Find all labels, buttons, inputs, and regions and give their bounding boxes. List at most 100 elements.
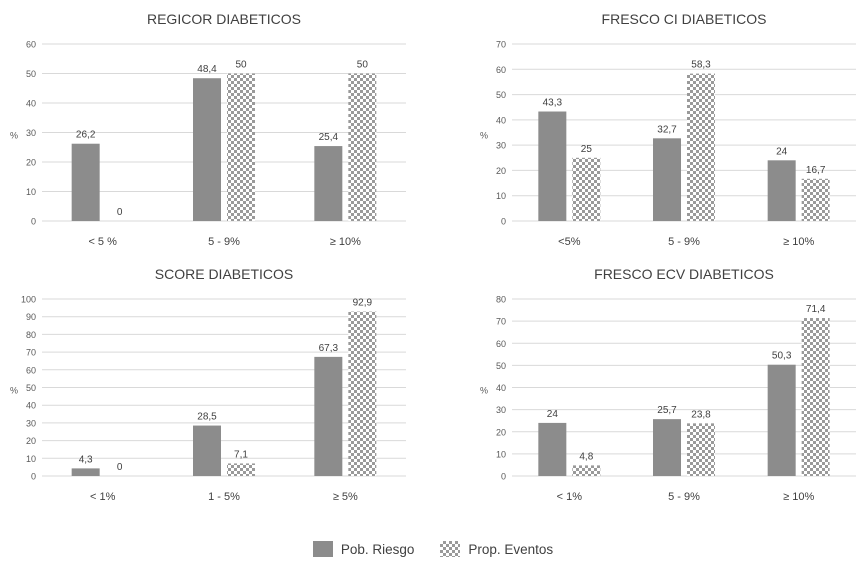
y-tick-label: 0 [501,217,506,227]
y-tick-label: 30 [26,128,36,138]
chart-title: FRESCO ECV DIABETICOS [594,266,774,282]
y-tick-label: 10 [496,449,506,459]
bar-pob-riesgo [538,111,567,221]
y-tick-label: 0 [501,472,506,482]
y-tick-label: 20 [26,158,36,168]
data-label: 58,3 [691,60,711,71]
y-tick-label: 40 [26,401,36,411]
data-label: 28,5 [197,412,217,423]
y-tick-label: 50 [26,383,36,393]
bar-pob-riesgo [314,146,343,221]
y-axis-label: % [10,386,18,396]
y-tick-label: 50 [26,69,36,79]
y-tick-label: 0 [31,217,36,227]
bar-pob-riesgo [71,468,100,476]
data-label: 32,7 [657,124,677,135]
y-axis-label: % [10,131,18,141]
bar-pob-riesgo [767,160,796,221]
bar-prop-eventos [572,157,601,221]
data-label: 24 [547,409,559,420]
data-label: 67,3 [319,343,339,354]
y-tick-label: 10 [26,187,36,197]
y-tick-label: 70 [496,40,506,50]
x-category-label: 5 - 9% [668,491,700,503]
legend-item-pob-riesgo: Pob. Riesgo [312,541,415,557]
data-label: 48,4 [197,64,217,75]
data-label: 50 [235,60,247,71]
x-category-label: ≥ 10% [330,236,361,248]
data-label: 92,9 [353,298,373,309]
y-tick-label: 30 [26,418,36,428]
x-category-label: 5 - 9% [668,236,700,248]
y-tick-label: 50 [496,90,506,100]
bar-pob-riesgo [538,422,567,476]
y-tick-label: 20 [496,166,506,176]
legend-item-prop-eventos: Prop. Eventos [440,541,553,557]
bar-pob-riesgo [653,138,681,221]
bar-pob-riesgo [193,78,221,221]
y-tick-label: 80 [496,295,506,305]
x-category-label: < 5 % [88,236,117,248]
bar-prop-eventos [801,318,830,476]
data-label: 0 [117,207,123,218]
chart-title: REGICOR DIABETICOS [147,11,301,27]
y-tick-label: 20 [26,436,36,446]
bar-pob-riesgo [193,425,221,476]
bar-prop-eventos [687,423,715,476]
legend: Pob. Riesgo Prop. Eventos [0,538,866,560]
chart-canvas: REGICOR DIABETICOS 0 10 20 30 40 50 60% 26,2 0 < 5… [10,11,856,503]
bar-prop-eventos [687,73,715,221]
data-label: 4,3 [79,454,93,465]
x-category-label: <5% [558,236,581,248]
y-tick-label: 40 [496,115,506,125]
bar-prop-eventos [227,463,255,476]
bar-prop-eventos [572,465,601,476]
x-category-label: 1 - 5% [208,491,240,503]
x-category-label: ≥ 5% [333,491,358,503]
y-axis-label: % [480,131,488,141]
bar-pob-riesgo [71,143,100,221]
y-tick-label: 30 [496,141,506,151]
y-tick-label: 40 [26,99,36,109]
data-label: 24 [776,146,788,157]
bar-pob-riesgo [314,356,343,476]
data-label: 71,4 [806,304,826,315]
data-label: 43,3 [543,98,563,109]
y-tick-label: 70 [496,317,506,327]
y-tick-label: 100 [21,295,36,305]
y-axis-label: % [480,386,488,396]
x-category-label: ≥ 10% [783,236,814,248]
y-tick-label: 60 [26,40,36,50]
legend-swatch-solid [312,541,333,557]
y-tick-label: 60 [496,65,506,75]
chart-title: FRESCO CI DIABETICOS [602,11,767,27]
y-tick-label: 60 [26,365,36,375]
legend-label-pob-riesgo: Pob. Riesgo [340,541,415,557]
y-tick-label: 70 [26,348,36,358]
bar-prop-eventos [348,73,377,221]
bar-pob-riesgo [653,419,681,476]
y-tick-label: 60 [496,339,506,349]
chart-title: SCORE DIABETICOS [155,266,293,282]
data-label: 0 [117,462,123,473]
y-tick-label: 40 [496,383,506,393]
data-label: 23,8 [691,409,711,420]
bar-prop-eventos [227,73,255,221]
y-tick-label: 10 [496,191,506,201]
data-label: 50 [357,60,369,71]
data-label: 25,4 [319,132,339,143]
y-tick-label: 80 [26,330,36,340]
data-label: 7,1 [234,449,248,460]
data-label: 26,2 [76,130,96,141]
x-category-label: < 1% [90,491,116,503]
bar-prop-eventos [801,178,830,221]
data-label: 50,3 [772,351,792,362]
data-label: 25 [581,144,593,155]
y-tick-label: 20 [496,427,506,437]
y-tick-label: 50 [496,361,506,371]
x-category-label: < 1% [557,491,583,503]
y-tick-label: 90 [26,312,36,322]
data-label: 4,8 [579,451,593,462]
bar-pob-riesgo [767,364,796,476]
legend-label-prop-eventos: Prop. Eventos [468,541,554,557]
